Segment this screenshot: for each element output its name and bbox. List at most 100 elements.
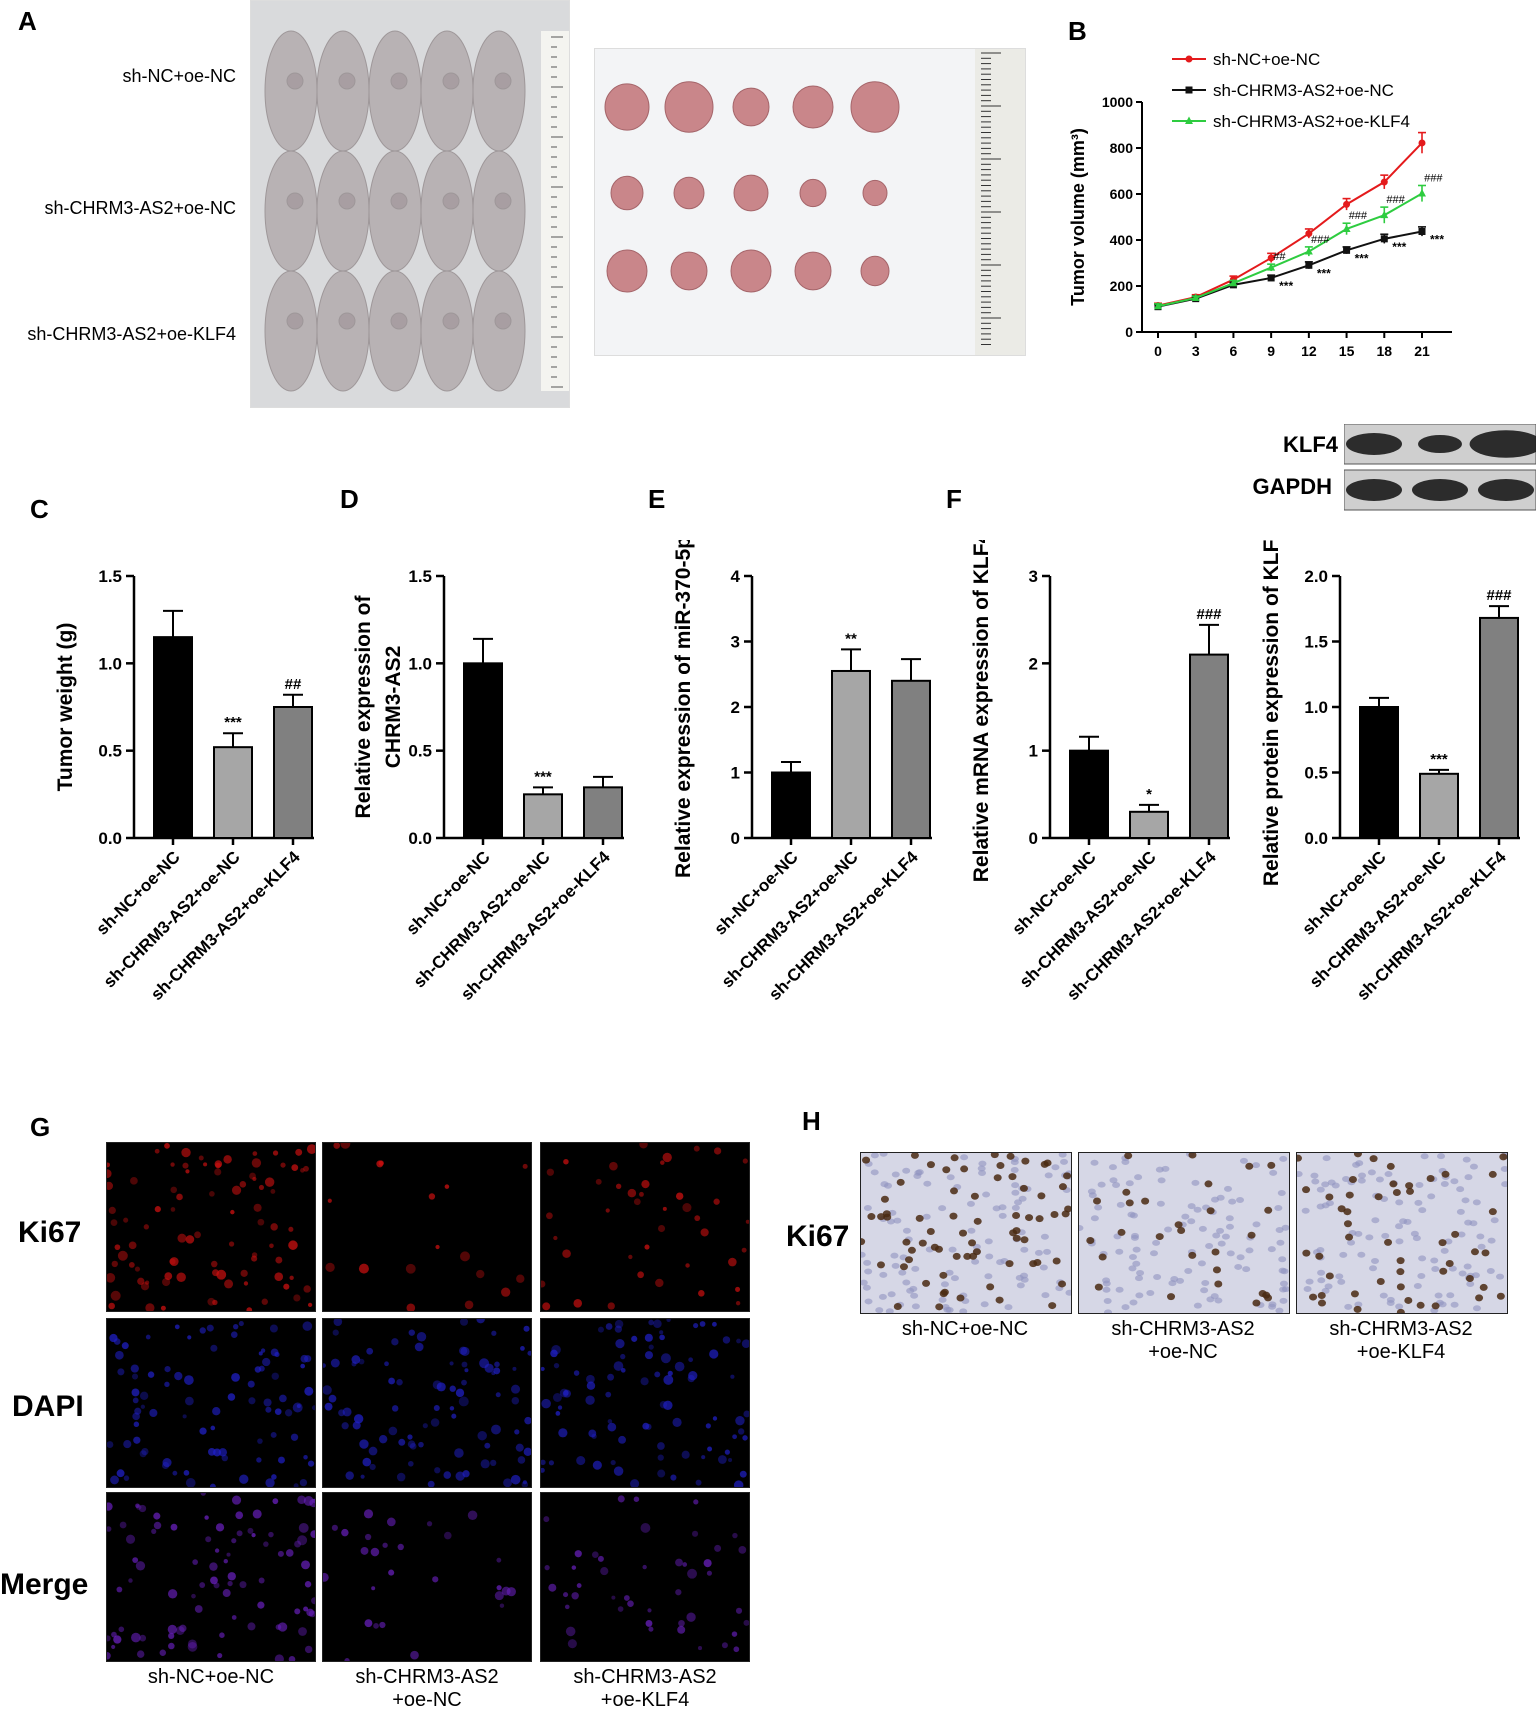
ihc-nucleus-1-34 [1278, 1267, 1287, 1274]
if-dot-1-2-54 [558, 1428, 568, 1438]
ihc-stain-2-27 [1470, 1248, 1479, 1256]
ihc-nucleus-1-41 [1109, 1177, 1118, 1184]
if-dot-2-1-25 [432, 1576, 439, 1583]
if-dot-2-1-22 [499, 1603, 505, 1608]
if-dot-1-1-5 [324, 1402, 333, 1411]
ihc-nucleus-0-20 [879, 1150, 888, 1157]
if-dot-1-2-46 [739, 1470, 747, 1478]
tumor-0-3 [792, 85, 834, 129]
if-dot-1-1-49 [523, 1325, 530, 1332]
if-dot-2-0-9 [247, 1527, 254, 1534]
ihc-stain-0-42 [959, 1229, 968, 1237]
ihc-nucleus-1-14 [1149, 1250, 1158, 1257]
d-bar-0 [463, 662, 503, 840]
if-dot-2-2-24 [675, 1589, 682, 1596]
ihc-stain-0-59 [972, 1248, 981, 1256]
b-series-2-point-4 [1304, 247, 1313, 255]
if-dot-1-1-19 [514, 1429, 520, 1435]
ihc-stain-1-25 [1245, 1162, 1254, 1170]
ihc-nucleus-1-45 [1242, 1266, 1251, 1273]
tumor-2-2 [730, 249, 772, 293]
ihc-stain-1-1 [1247, 1231, 1256, 1239]
ihc-nucleus-0-73 [857, 1251, 866, 1258]
if-dot-1-2-52 [607, 1419, 613, 1424]
if-dot-0-0-59 [258, 1184, 265, 1190]
if-dot-2-2-44 [731, 1631, 738, 1637]
ihc-nucleus-1-106 [1279, 1297, 1288, 1304]
panel-label-g: G [30, 1112, 51, 1142]
ihc-nucleus-1-21 [1267, 1246, 1276, 1253]
if-dot-1-2-1 [620, 1353, 626, 1360]
if-dot-0-0-78 [306, 1144, 317, 1154]
ihc-nucleus-1-77 [1090, 1159, 1099, 1166]
if-dot-0-1-17 [358, 1263, 369, 1274]
if-dot-1-1-68 [491, 1330, 497, 1336]
ihc-nucleus-0-90 [977, 1165, 986, 1172]
ihc-nucleus-0-91 [943, 1306, 952, 1313]
if-dot-0-1-16 [325, 1262, 335, 1273]
ihc-stain-2-48 [1293, 1154, 1302, 1162]
if-dot-1-0-72 [227, 1393, 236, 1401]
b-xtick-label-1: 3 [1192, 343, 1200, 359]
if-dot-2-1-5 [341, 1528, 349, 1537]
ihc-stain-2-9 [1396, 1308, 1405, 1316]
channel-label-merge: Merge [0, 1568, 89, 1601]
if-dot-1-1-51 [409, 1442, 417, 1450]
ihc-nucleus-0-44 [887, 1291, 896, 1298]
b-series-2-point-2 [1229, 278, 1238, 287]
if-dot-0-0-49 [280, 1162, 286, 1168]
if-dot-1-0-75 [299, 1478, 308, 1487]
ihc-nucleus-0-14 [945, 1269, 954, 1276]
if-dot-0-0-87 [307, 1302, 313, 1307]
ihc-stain-2-0 [1438, 1239, 1447, 1247]
if-dot-1-2-67 [576, 1456, 586, 1466]
e-bar-1 [831, 669, 871, 839]
ihc-stain-1-26 [1188, 1151, 1197, 1159]
if-dot-0-2-33 [628, 1254, 633, 1260]
if-dot-2-0-18 [310, 1530, 319, 1538]
c-ytick-label-3: 1.5 [98, 567, 122, 586]
if-dot-0-2-14 [607, 1302, 615, 1310]
b-legend-marker-0 [1185, 55, 1193, 63]
ihc-stain-2-13 [1439, 1267, 1448, 1275]
if-dot-1-1-30 [520, 1346, 525, 1351]
b-ytick-label-3: 600 [1110, 186, 1134, 202]
if-dot-1-0-54 [258, 1365, 265, 1372]
ihc-nucleus-2-19 [1365, 1234, 1374, 1241]
if-dot-1-1-52 [436, 1382, 446, 1392]
if-dot-2-1-23 [364, 1619, 373, 1628]
if-dot-0-2-16 [735, 1286, 741, 1292]
ihc-stain-1-0 [1177, 1227, 1186, 1235]
ihc-nucleus-1-107 [1094, 1204, 1103, 1211]
if-dot-1-2-84 [642, 1422, 650, 1430]
ihc-nucleus-2-45 [1395, 1238, 1404, 1245]
ihc-nucleus-0-41 [902, 1167, 911, 1174]
if-dot-2-0-40 [199, 1582, 206, 1588]
ihc-stain-0-66 [1052, 1257, 1061, 1265]
if-dot-1-1-34 [416, 1332, 427, 1342]
if-dot-0-2-30 [728, 1257, 737, 1267]
if-dot-1-0-69 [172, 1470, 178, 1476]
if-dot-2-0-76 [167, 1624, 177, 1634]
ihc-nucleus-1-42 [1132, 1246, 1141, 1253]
ihc-nucleus-0-11 [1010, 1167, 1019, 1174]
ihc-nucleus-0-77 [879, 1271, 888, 1278]
tumor-2-4 [860, 255, 890, 287]
if-dot-2-2-11 [714, 1544, 722, 1552]
if-dot-2-0-86 [136, 1504, 142, 1510]
ihc-nucleus-1-26 [1268, 1303, 1277, 1310]
if-dot-0-1-11 [464, 1300, 474, 1310]
ihc-nucleus-1-39 [1277, 1190, 1286, 1197]
if-dot-1-2-50 [657, 1469, 666, 1478]
if-dot-2-2-7 [733, 1646, 740, 1653]
c-sig-1: *** [224, 714, 242, 731]
if-dot-1-1-88 [476, 1314, 485, 1324]
if-dot-2-2-34 [543, 1516, 550, 1523]
ihc-stain-0-68 [907, 1246, 916, 1254]
if-dot-2-0-0 [113, 1635, 122, 1644]
ihc-nucleus-1-105 [1135, 1292, 1144, 1299]
ihc-nucleus-2-49 [1437, 1153, 1446, 1160]
if-dot-2-1-10 [364, 1533, 372, 1541]
if-dot-2-0-47 [194, 1605, 203, 1613]
if-dot-1-1-14 [407, 1440, 416, 1448]
